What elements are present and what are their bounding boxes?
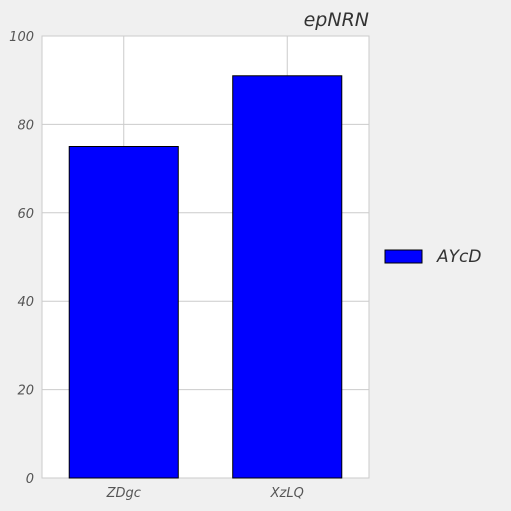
chart-title: epNRN	[304, 9, 369, 31]
y-tick-label-0: 0	[26, 472, 34, 487]
legend-label: AYcD	[436, 247, 481, 267]
y-tick-label-1: 20	[17, 384, 34, 399]
x-tick-label-0: ZDgc	[106, 486, 141, 501]
y-tick-label-5: 100	[9, 30, 34, 45]
y-tick-label-3: 60	[17, 207, 34, 222]
y-tick-label-4: 80	[17, 118, 34, 133]
bar-ZDgc	[68, 146, 179, 479]
bars	[68, 75, 343, 479]
legend-swatch	[384, 249, 423, 264]
bar-XzLQ	[232, 75, 343, 479]
y-tick-label-2: 40	[17, 295, 34, 310]
x-tick-labels: ZDgc XzLQ	[106, 486, 304, 501]
y-tick-labels: 0 20 40 60 80 100	[9, 30, 34, 487]
x-tick-label-1: XzLQ	[270, 486, 304, 501]
legend: AYcD	[384, 247, 481, 267]
